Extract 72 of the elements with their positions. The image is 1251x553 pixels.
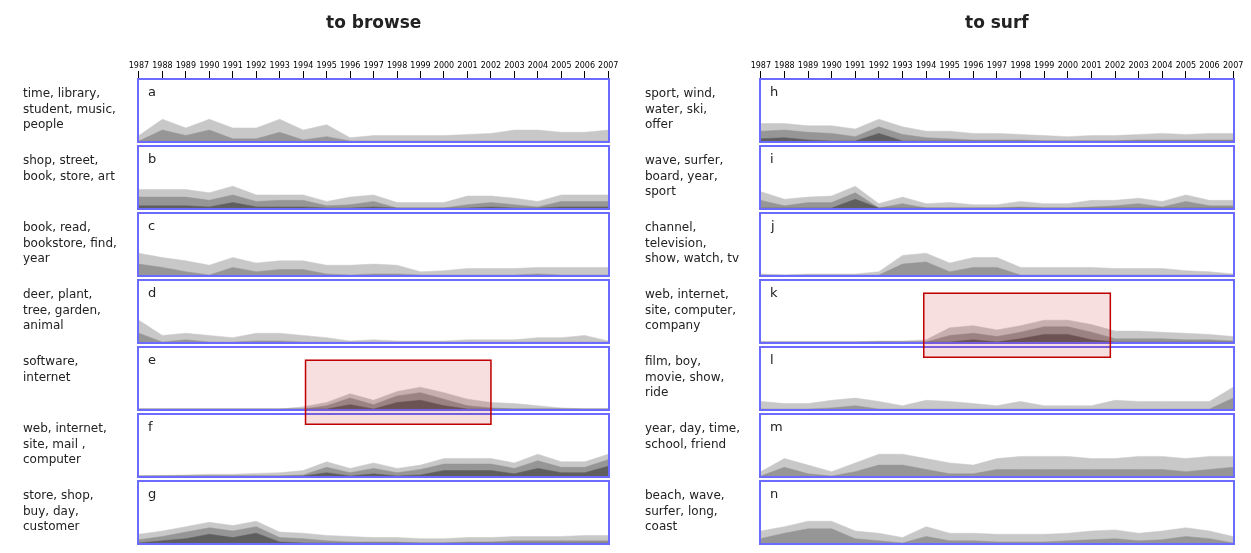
text: k [770,285,778,300]
x-tick-label: 2003 [1128,61,1149,71]
chart-title: to surf [965,12,1030,32]
x-tick-label: 1987 [128,61,150,71]
text: n [770,486,779,501]
text: e [148,352,156,367]
y-axis-title: wave, surfer, board, year, sport [645,153,724,199]
x-tick-label: 1993 [269,61,290,71]
text: j [770,218,775,233]
x-tick-label: 1995 [939,61,960,71]
y-axis-title: deer, plant, tree, garden, animal [23,287,101,333]
x-tick-label: 2002 [1104,61,1126,71]
text: l [770,352,774,367]
y-axis-title: book, read, bookstore, find, year [23,220,117,266]
y-axis-title: web, internet, site, mail , computer [23,421,107,467]
y-axis-title: time, library, student, music, people [23,86,116,132]
x-tick-label: 2004 [1152,61,1173,71]
x-tick-label: 2005 [551,61,572,71]
x-tick-label: 1992 [246,61,267,71]
x-tick-label: 1991 [845,61,866,71]
y-axis-title: film, boy, movie, show, ride [645,354,725,400]
x-tick-label: 1989 [797,61,819,71]
y-axis-title: software, internet [23,354,79,384]
x-tick-label: 1990 [821,61,842,71]
x-tick-label: 1992 [868,61,890,71]
x-tick-label: 2002 [480,61,502,71]
text: a [148,84,156,99]
x-tick-label: 2007 [1222,61,1244,71]
x-tick-label: 1998 [1010,61,1031,71]
y-axis-title: channel, television, show, watch, tv [645,220,740,266]
text: m [770,419,783,434]
x-tick-label: 2000 [433,61,455,71]
y-axis-title: shop, street, book, store, art [23,153,116,183]
x-tick-label: 1995 [316,61,337,71]
y-axis-title: store, shop, buy, day, customer [23,488,94,534]
x-tick-label: 1993 [892,61,913,71]
y-axis-title: sport, wind, water, ski, offer [645,86,716,132]
x-tick-label: 1996 [963,61,984,71]
x-tick-label: 2007 [598,61,619,71]
x-tick-label: 1987 [750,61,771,71]
chart-title: to browse [326,12,422,32]
x-tick-label: 1999 [410,61,431,71]
text: b [148,151,157,166]
x-tick-label: 2006 [1199,61,1220,71]
text: g [148,486,157,501]
text: c [148,218,156,233]
x-tick-label: 1997 [986,61,1008,71]
x-tick-label: 1988 [774,61,795,71]
text: d [148,285,157,300]
x-tick-label: 1989 [175,61,197,71]
y-axis-title: web, internet, site, computer, company [645,287,736,333]
x-tick-label: 1994 [915,61,937,71]
x-tick-label: 1999 [1034,61,1055,71]
y-axis-title: year, day, time, school, friend [645,421,741,451]
y-axis-title: beach, wave, surfer, long, coast [645,488,725,534]
text: f [148,419,153,434]
text: h [770,84,779,99]
x-tick-label: 2003 [504,61,525,71]
x-tick-label: 1994 [293,61,314,71]
x-tick-label: 2005 [1175,61,1197,71]
x-tick-label: 2001 [1081,61,1102,71]
x-tick-label: 1997 [363,61,384,71]
x-tick-label: 1990 [199,61,220,71]
x-tick-label: 2001 [457,61,478,71]
text: i [770,151,774,166]
x-tick-label: 2006 [574,61,595,71]
x-tick-label: 1996 [339,61,361,71]
x-tick-label: 1988 [152,61,173,71]
x-tick-label: 1991 [222,61,243,71]
x-tick-label: 2004 [527,61,549,71]
x-tick-label: 2000 [1057,61,1078,71]
x-tick-label: 1998 [386,61,408,71]
